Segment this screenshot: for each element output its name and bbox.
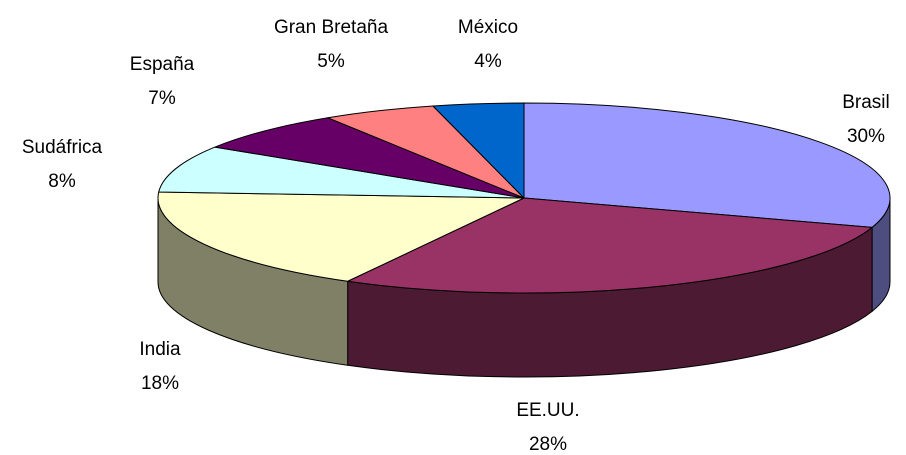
- slice-value-label: 30%: [847, 126, 885, 147]
- slice-label: España: [130, 54, 195, 75]
- slice-label: Gran Bretaña: [274, 17, 388, 38]
- slice-label: Sudáfrica: [22, 137, 103, 158]
- slice-value-label: 5%: [317, 51, 345, 72]
- slice: [523, 102, 891, 228]
- slice: [432, 102, 525, 199]
- slice-value-label: 8%: [48, 171, 76, 192]
- slice-value-label: 18%: [141, 373, 179, 394]
- slice-label: México: [458, 17, 518, 38]
- slice: [157, 191, 525, 282]
- slice-label: Brasil: [842, 92, 890, 113]
- slice: [158, 146, 525, 199]
- slice: [347, 197, 873, 294]
- slice-label: India: [139, 339, 181, 360]
- slice-value-label: 7%: [148, 88, 176, 109]
- slice-value-label: 4%: [474, 51, 502, 72]
- slice-label: EE.UU.: [516, 400, 579, 421]
- slice: [214, 117, 525, 199]
- slice-value-label: 28%: [529, 434, 567, 455]
